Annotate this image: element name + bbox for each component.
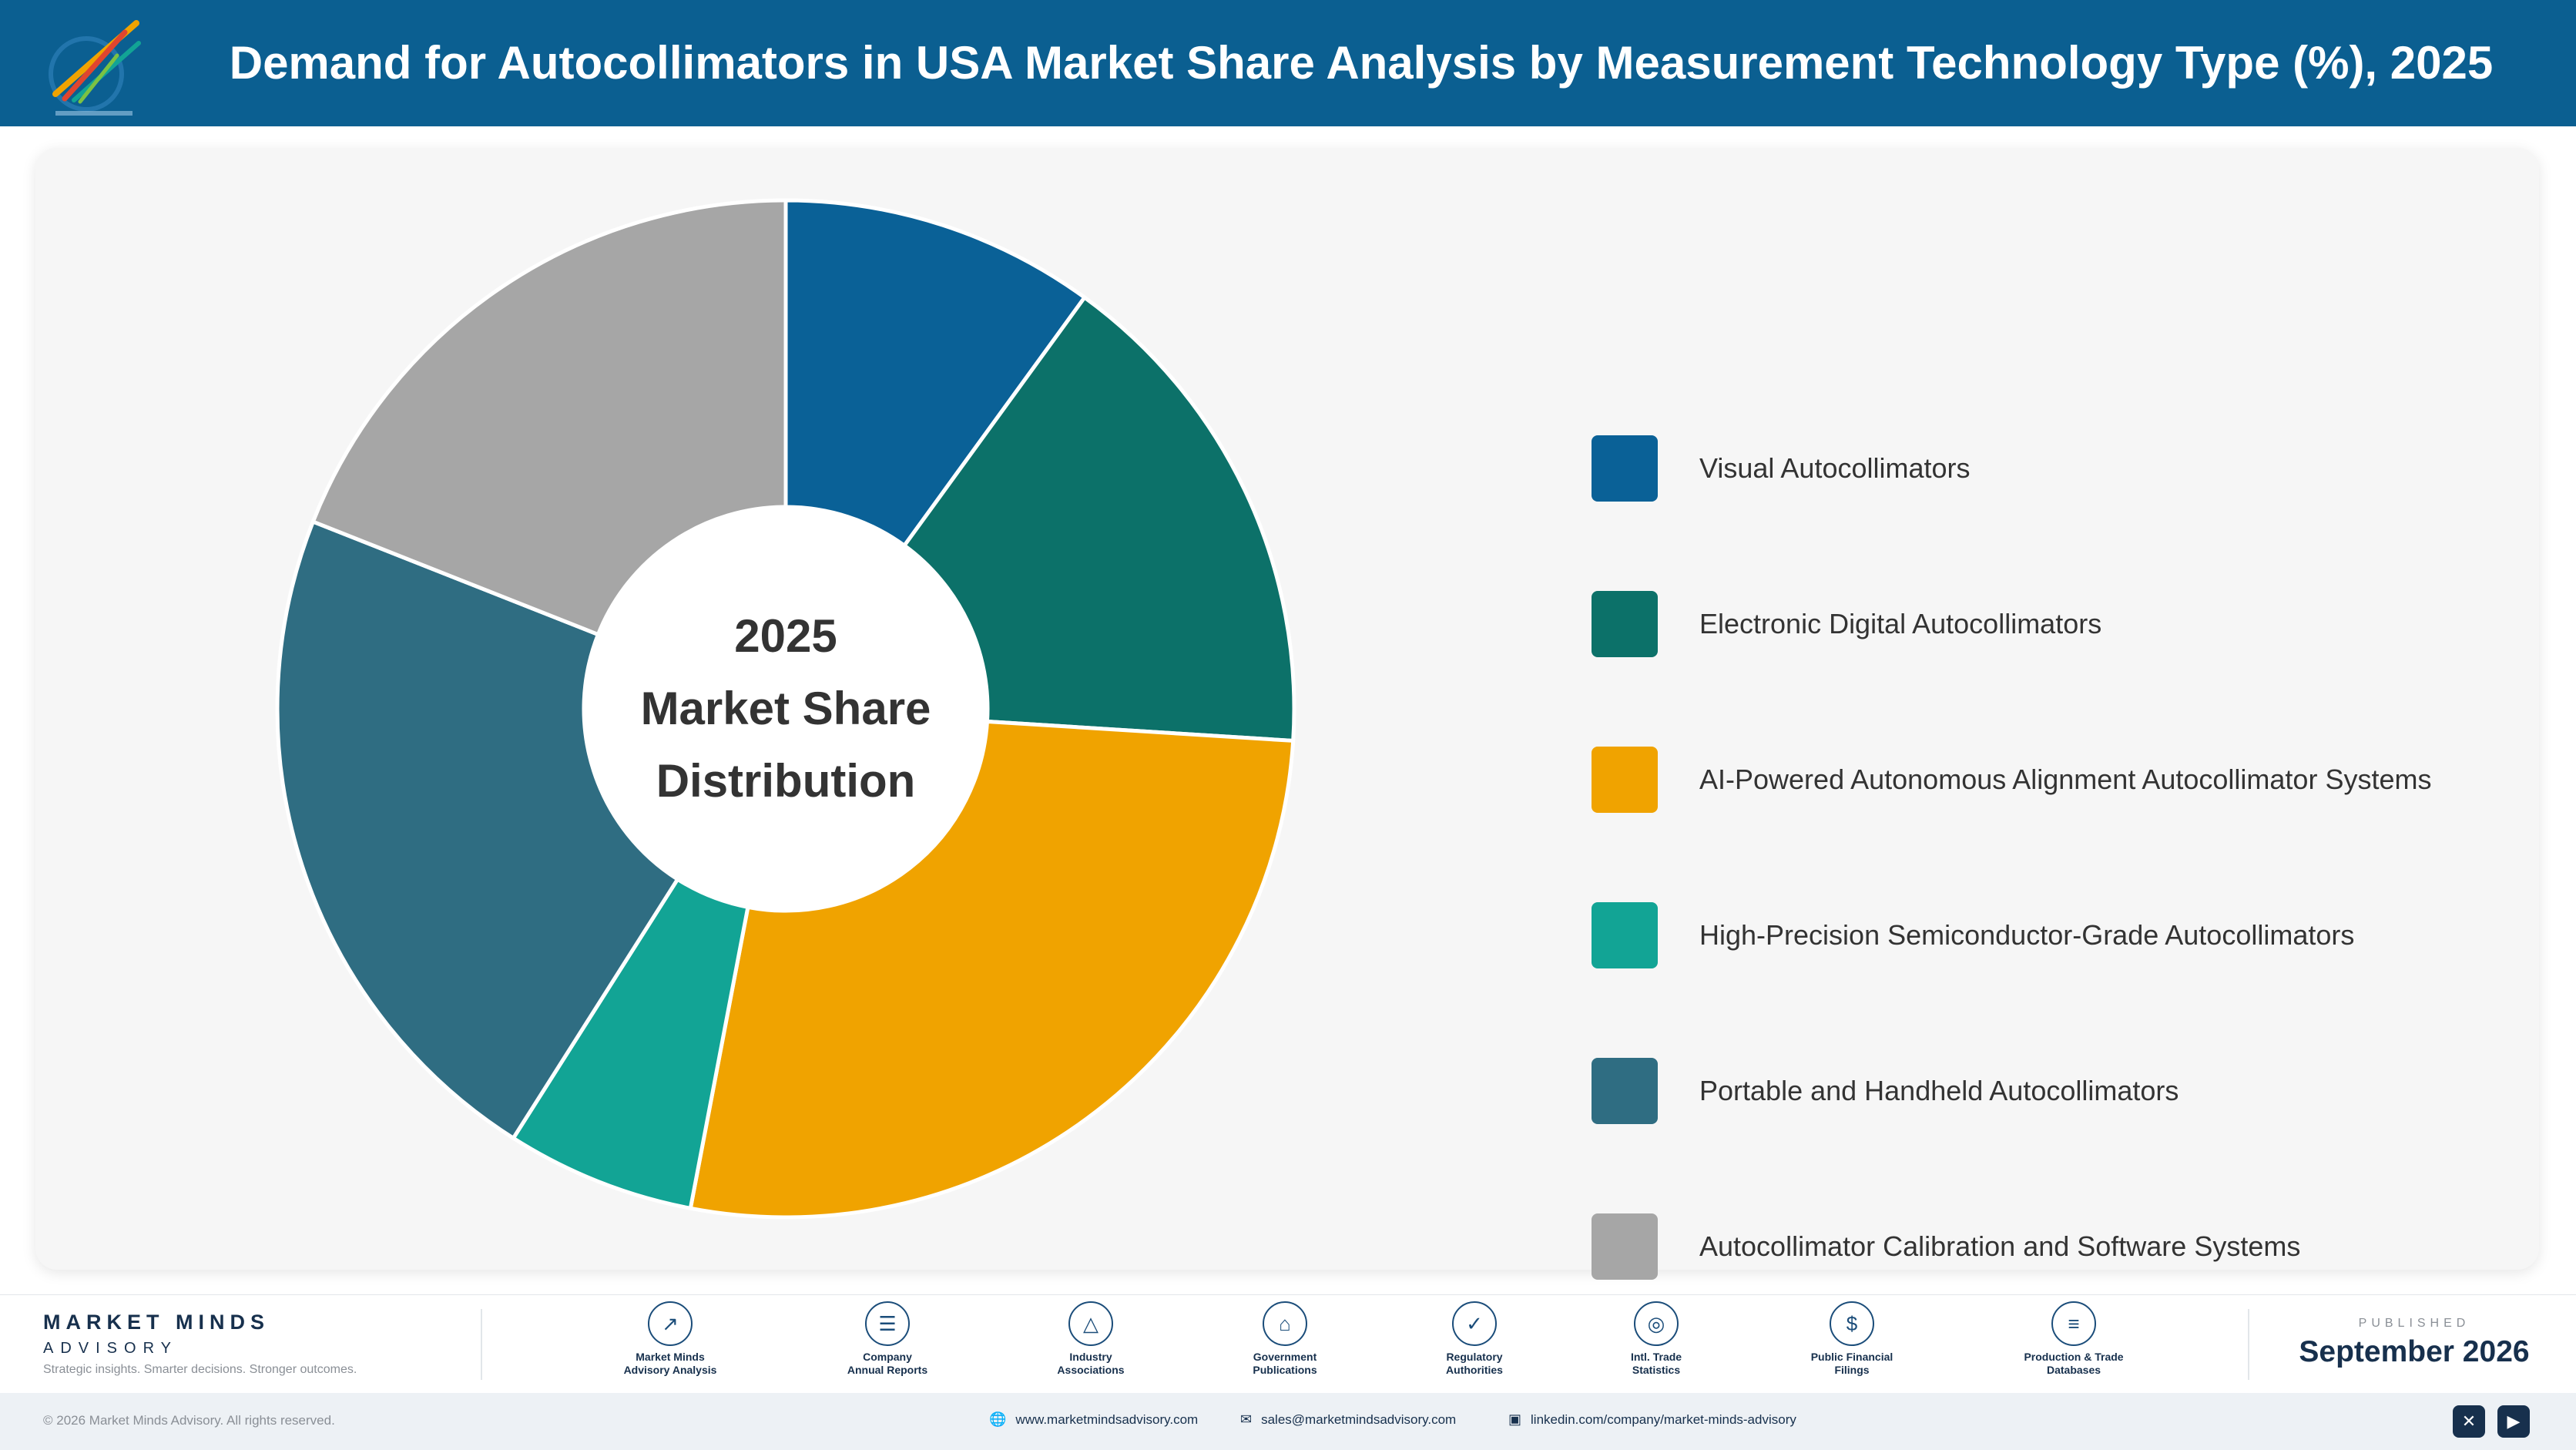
- legend-item: Visual Autocollimators: [1592, 435, 2516, 502]
- footer-divider: [2248, 1309, 2249, 1380]
- data-source-label-line2: Advisory Analysis: [623, 1364, 717, 1376]
- published-date: September 2026: [2299, 1335, 2530, 1368]
- website-text: www.marketmindsadvisory.com: [1015, 1411, 1199, 1427]
- footer: MARKET MINDS ADVISORY Strategic insights…: [0, 1294, 2576, 1393]
- donut-center-label: 2025 Market Share Distribution: [616, 600, 955, 817]
- center-label-line2: Market Share: [640, 683, 931, 734]
- database-icon: ≡: [2051, 1301, 2096, 1346]
- youtube-social-icon[interactable]: ▶: [2497, 1405, 2530, 1438]
- page-title: Demand for Autocollimators in USA Market…: [229, 37, 2494, 89]
- brand-tagline: Strategic insights. Smarter decisions. S…: [43, 1363, 357, 1376]
- legend-label: Electronic Digital Autocollimators: [1699, 608, 2102, 639]
- copyright-text: © 2026 Market Minds Advisory. All rights…: [43, 1413, 335, 1428]
- legend-swatch: [1592, 591, 1658, 657]
- legend-label: AI-Powered Autonomous Alignment Autocoll…: [1699, 764, 2432, 795]
- chart-card: 2025 Market Share Distribution Visual Au…: [35, 148, 2539, 1280]
- data-source-label: Intl. Trade Statistics: [1564, 1351, 1749, 1377]
- data-source-label: Production & Trade Databases: [1981, 1351, 2166, 1377]
- data-source-item: ⌂ Government Publications: [1192, 1301, 1377, 1377]
- legend-label: High-Precision Semiconductor-Grade Autoc…: [1699, 919, 2355, 951]
- legend-item: Autocollimator Calibration and Software …: [1592, 1213, 2516, 1280]
- data-source-label-line1: Government: [1253, 1351, 1317, 1363]
- globe-icon: 🌐: [989, 1411, 1007, 1427]
- legend-item: Electronic Digital Autocollimators: [1592, 590, 2516, 658]
- data-source-label-line2: Statistics: [1632, 1364, 1681, 1376]
- data-source-item: △ Industry Associations: [998, 1301, 1183, 1377]
- company-logo-icon: [49, 20, 141, 116]
- data-source-label-line1: Public Financial: [1810, 1351, 1893, 1363]
- data-source-item: ✓ Regulatory Authorities: [1382, 1301, 1567, 1377]
- dollar-coin-icon: $: [1830, 1301, 1874, 1346]
- legend-item: Portable and Handheld Autocollimators: [1592, 1057, 2516, 1125]
- legend-swatch: [1592, 1213, 1658, 1280]
- legend-swatch: [1592, 902, 1658, 968]
- data-source-item: ☰ Company Annual Reports: [795, 1301, 980, 1377]
- government-building-icon: ⌂: [1263, 1301, 1307, 1346]
- legend-item: High-Precision Semiconductor-Grade Autoc…: [1592, 901, 2516, 969]
- data-source-label-line1: Company: [863, 1351, 912, 1363]
- network-icon: △: [1068, 1301, 1113, 1346]
- website-link[interactable]: 🌐 www.marketmindsadvisory.com: [989, 1411, 1198, 1428]
- chart-line-icon: ↗: [648, 1301, 693, 1346]
- data-source-label-line1: Industry: [1069, 1351, 1112, 1363]
- email-link[interactable]: ✉ sales@marketmindsadvisory.com: [1240, 1411, 1456, 1428]
- legend-swatch: [1592, 747, 1658, 813]
- data-source-label-line1: Market Minds: [636, 1351, 705, 1363]
- legend-swatch: [1592, 435, 1658, 502]
- data-source-label: Public Financial Filings: [1759, 1351, 1944, 1377]
- center-label-year: 2025: [734, 610, 837, 662]
- linkedin-text: linkedin.com/company/market-minds-adviso…: [1531, 1411, 1796, 1427]
- shield-check-icon: ✓: [1452, 1301, 1497, 1346]
- donut-hole: [584, 507, 988, 911]
- data-source-label-line1: Production & Trade: [2024, 1351, 2124, 1363]
- legend-item: AI-Powered Autonomous Alignment Autocoll…: [1592, 746, 2516, 814]
- mail-icon: ✉: [1240, 1411, 1253, 1427]
- legend-swatch: [1592, 1058, 1658, 1124]
- brand-subtitle: ADVISORY: [43, 1340, 178, 1357]
- x-social-icon[interactable]: ✕: [2453, 1405, 2485, 1438]
- document-icon: ☰: [865, 1301, 910, 1346]
- data-source-label-line2: Publications: [1253, 1364, 1317, 1376]
- data-source-label-line1: Regulatory: [1446, 1351, 1503, 1363]
- data-source-label-line2: Databases: [2046, 1364, 2101, 1376]
- data-source-label-line2: Filings: [1834, 1364, 1870, 1376]
- data-source-item: ≡ Production & Trade Databases: [1981, 1301, 2166, 1377]
- center-label-line3: Distribution: [656, 755, 916, 807]
- data-source-item: ◎ Intl. Trade Statistics: [1564, 1301, 1749, 1377]
- legend-label: Autocollimator Calibration and Software …: [1699, 1230, 2301, 1262]
- linkedin-link[interactable]: ▣ linkedin.com/company/market-minds-advi…: [1508, 1411, 1796, 1428]
- data-source-label: Regulatory Authorities: [1382, 1351, 1567, 1377]
- donut-chart: [275, 198, 1296, 1220]
- legend-label: Portable and Handheld Autocollimators: [1699, 1075, 2179, 1106]
- brand-name: MARKET MINDS: [43, 1311, 270, 1334]
- email-text: sales@marketmindsadvisory.com: [1261, 1411, 1457, 1427]
- data-source-label: Industry Associations: [998, 1351, 1183, 1377]
- published-label: PUBLISHED: [2358, 1317, 2470, 1330]
- linkedin-icon: ▣: [1508, 1411, 1522, 1427]
- header-bar: Demand for Autocollimators in USA Market…: [0, 0, 2576, 126]
- data-source-label: Company Annual Reports: [795, 1351, 980, 1377]
- footer-divider: [481, 1309, 482, 1380]
- legend-label: Visual Autocollimators: [1699, 452, 1971, 484]
- data-source-label: Market Minds Advisory Analysis: [578, 1351, 763, 1377]
- data-source-item: ↗ Market Minds Advisory Analysis: [578, 1301, 763, 1377]
- data-source-label-line1: Intl. Trade: [1630, 1351, 1682, 1363]
- data-source-label: Government Publications: [1192, 1351, 1377, 1377]
- data-source-label-line2: Authorities: [1446, 1364, 1503, 1376]
- bottom-bar: © 2026 Market Minds Advisory. All rights…: [0, 1393, 2576, 1450]
- data-source-label-line2: Associations: [1057, 1364, 1125, 1376]
- globe-icon: ◎: [1634, 1301, 1679, 1346]
- data-source-label-line2: Annual Reports: [847, 1364, 928, 1376]
- data-source-item: $ Public Financial Filings: [1759, 1301, 1944, 1377]
